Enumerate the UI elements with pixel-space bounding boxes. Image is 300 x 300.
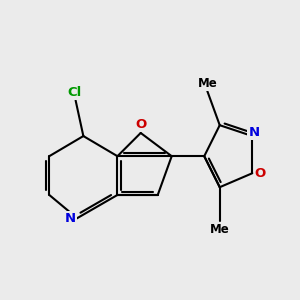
Text: N: N — [248, 126, 260, 139]
Text: Me: Me — [210, 223, 230, 236]
Text: Cl: Cl — [67, 86, 81, 99]
Text: O: O — [135, 118, 146, 131]
Text: N: N — [64, 212, 76, 225]
Text: Me: Me — [197, 76, 217, 90]
Text: O: O — [255, 167, 266, 180]
